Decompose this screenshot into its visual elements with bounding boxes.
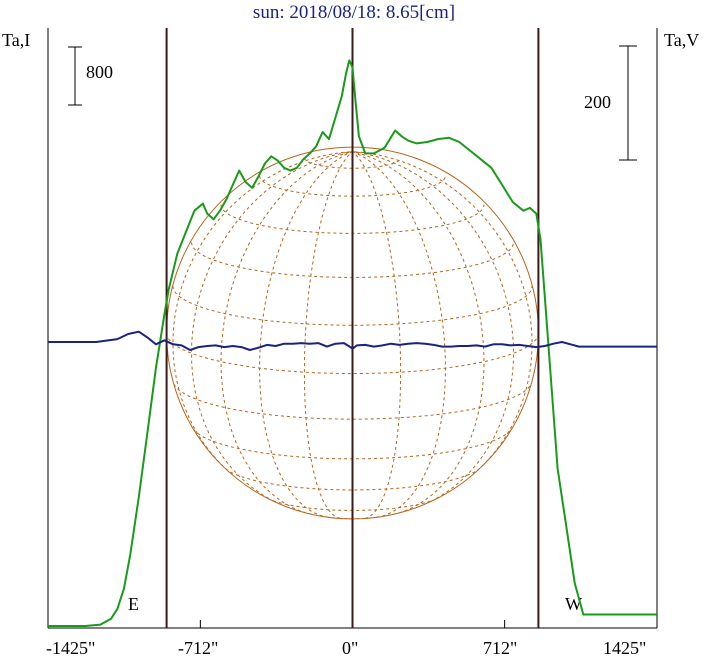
longitude-line	[352, 151, 485, 515]
longitude-line	[258, 151, 353, 518]
longitude-line	[352, 151, 402, 519]
right-scale-bar-label: 200	[584, 92, 611, 112]
longitude-line	[172, 151, 353, 476]
left-axis-label: Ta,I	[2, 30, 31, 50]
east-limb-label: E	[128, 594, 139, 614]
series-ta-v-line	[48, 330, 657, 351]
right-axis-label: Ta,V	[664, 30, 700, 50]
latitude-line	[172, 285, 533, 326]
longitude-line	[352, 151, 533, 476]
x-tick-label: -712"	[178, 638, 219, 658]
latitude-line	[173, 383, 532, 420]
x-tick-label: 712"	[483, 638, 518, 658]
x-tick-label: 1425"	[603, 638, 647, 658]
left-scale-bar-label: 800	[86, 62, 113, 82]
x-tick-label: 0"	[342, 638, 359, 658]
west-limb-label: W	[565, 594, 582, 614]
longitude-line	[220, 151, 353, 515]
series-ta-i-line	[48, 59, 657, 627]
longitude-line	[190, 151, 353, 505]
longitude-line	[352, 151, 515, 505]
chart-title: sun: 2018/08/18: 8.65[cm]	[252, 2, 456, 23]
longitude-line	[303, 151, 353, 519]
longitude-line	[352, 151, 447, 518]
x-tick-label: -1425"	[46, 638, 96, 658]
